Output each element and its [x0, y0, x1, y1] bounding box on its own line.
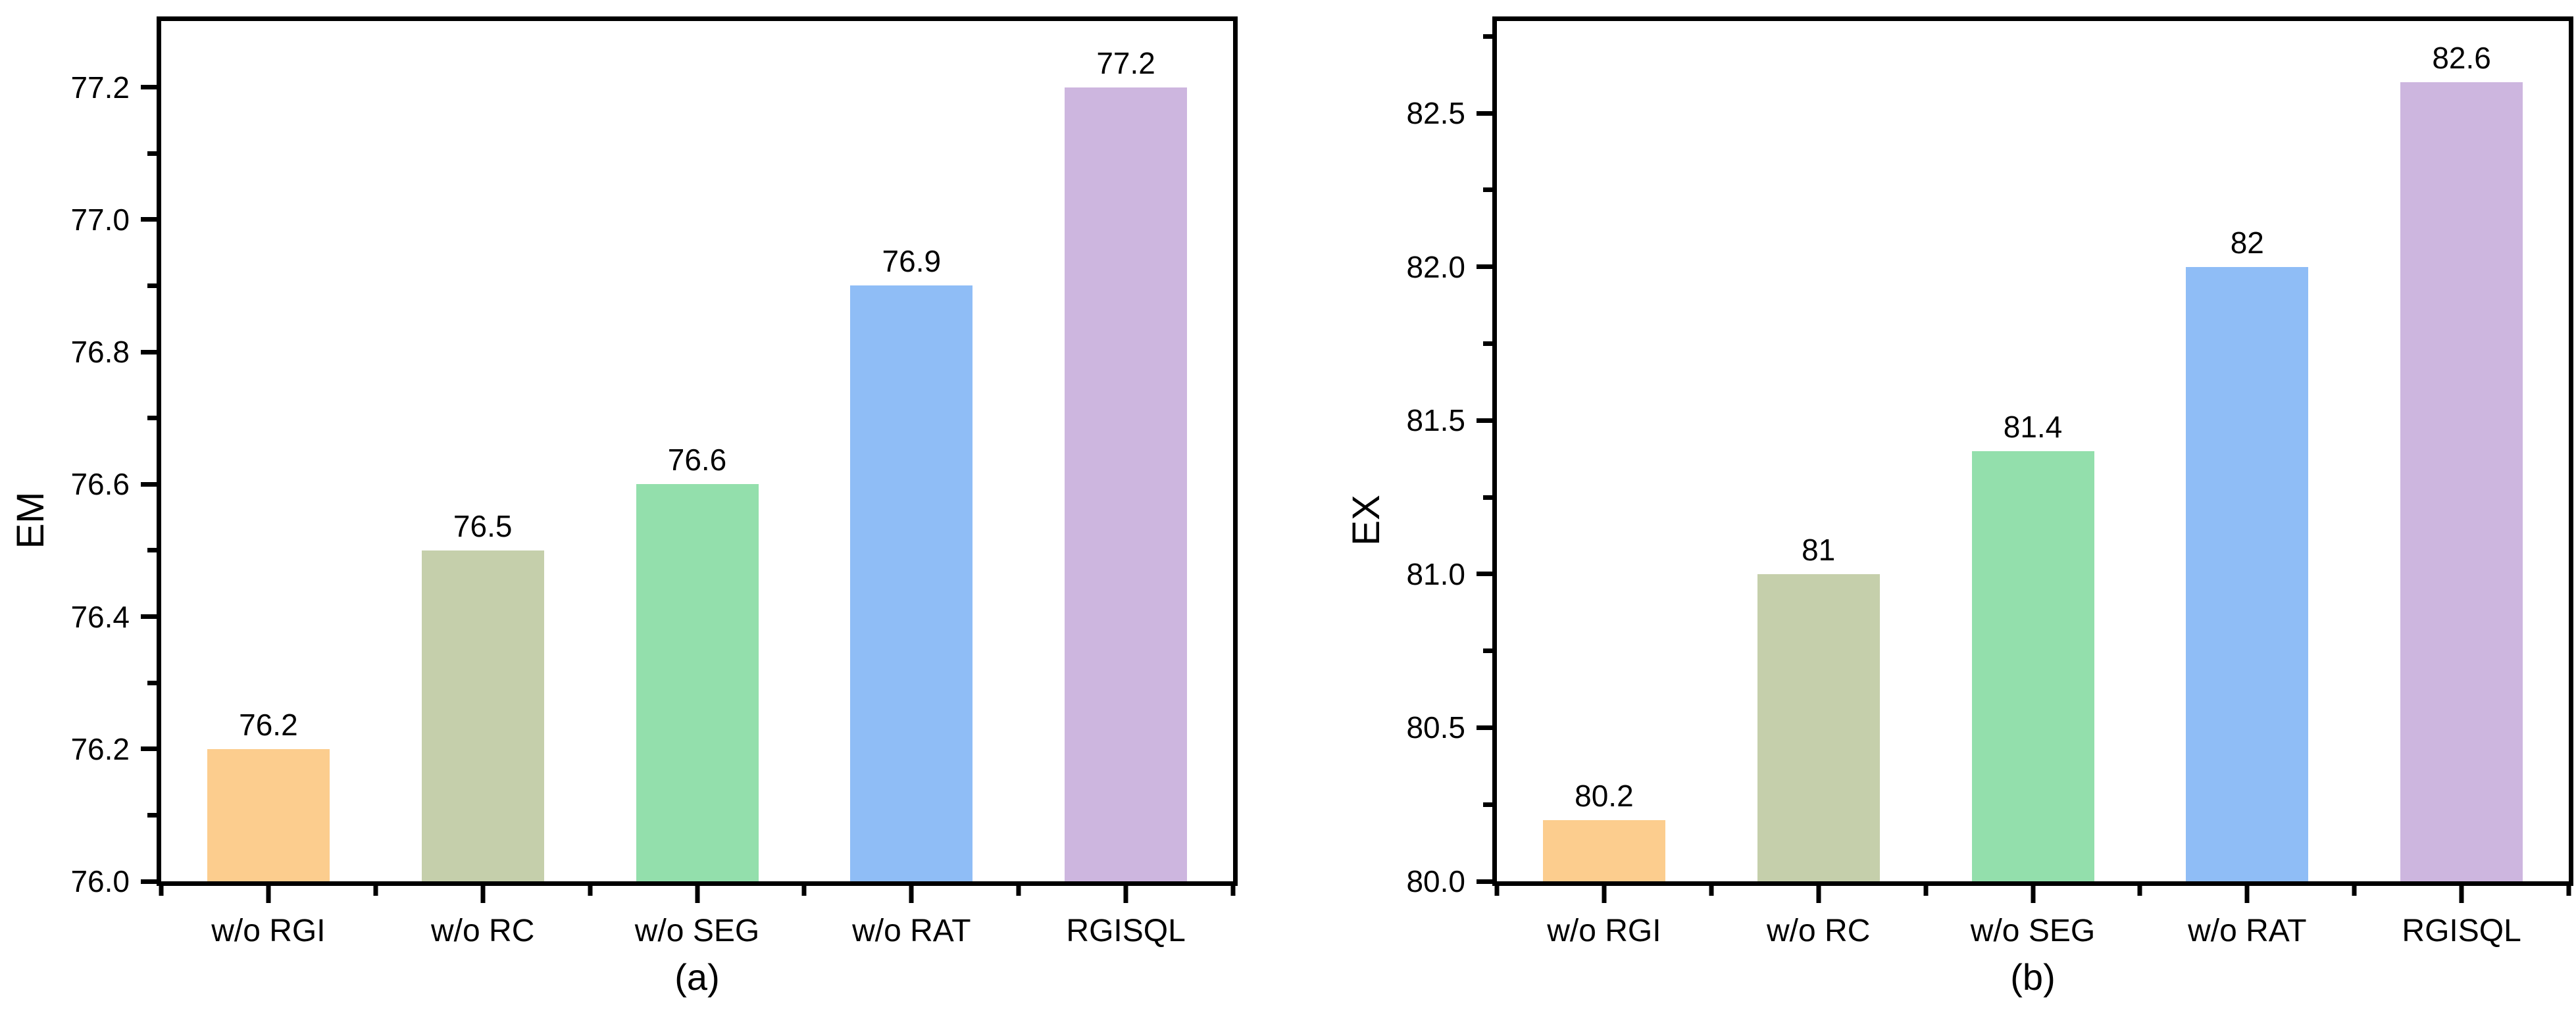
bar-w-o-rat — [2186, 267, 2309, 881]
panel-label-a: (a) — [674, 956, 720, 998]
bar-w-o-rc — [1757, 574, 1880, 881]
y-tick-label: 76.0 — [70, 864, 130, 898]
y-tick-label: 80.5 — [1406, 710, 1465, 745]
y-tick-label: 80.0 — [1406, 864, 1465, 898]
bar-w-o-seg — [1971, 451, 2094, 881]
bar-value-label: 81.4 — [2003, 410, 2063, 444]
y-tick-minor — [147, 812, 157, 818]
x-tick-minor — [2352, 886, 2357, 896]
bar-w-o-seg — [636, 484, 759, 881]
x-tick-major — [2244, 886, 2250, 903]
y-axis-title-ex: EX — [1345, 494, 1388, 546]
y-tick-label: 76.6 — [70, 467, 130, 502]
x-tick-minor — [1230, 886, 1236, 896]
x-tick-minor — [1494, 886, 1500, 896]
bar-value-label: 76.5 — [453, 509, 513, 543]
bar-value-label: 80.2 — [1575, 779, 1634, 813]
x-tick-minor — [1709, 886, 1714, 896]
y-tick-major — [1477, 110, 1492, 116]
x-tick-minor — [373, 886, 378, 896]
bar-value-label: 82.6 — [2432, 41, 2491, 75]
y-tick-major — [141, 349, 157, 354]
y-tick-label: 77.2 — [70, 70, 130, 105]
x-category-label: w/o RAT — [852, 914, 971, 948]
x-tick-minor — [2137, 886, 2142, 896]
bar-value-label: 76.2 — [239, 708, 298, 742]
bar-chart-em: EM (a) 76.2 w/o RGI 76.5 w/o RC 76.6 w/o SEG 7… — [9, 16, 1238, 996]
x-category-label: w/o RAT — [2188, 914, 2307, 948]
x-category-label: RGISQL — [1066, 914, 1186, 948]
y-tick-major — [1477, 264, 1492, 270]
x-category-label: w/o RGI — [211, 914, 326, 948]
x-tick-major — [2459, 886, 2464, 903]
y-tick-major — [1477, 572, 1492, 577]
y-tick-minor — [1483, 187, 1492, 193]
y-tick-minor — [147, 283, 157, 288]
panel-label-b: (b) — [2010, 956, 2056, 998]
x-tick-minor — [1016, 886, 1021, 896]
bar-chart-ex: EX (b) 80.2 w/o RGI 81 w/o RC 81.4 w/o SEG 82 w… — [1345, 16, 2573, 996]
bar-w-o-rat — [850, 285, 973, 881]
y-tick-label: 81.5 — [1406, 403, 1465, 438]
y-tick-minor — [147, 548, 157, 553]
y-tick-major — [1477, 879, 1492, 884]
x-category-label: w/o RGI — [1547, 914, 1661, 948]
x-tick-major — [1602, 886, 1607, 903]
y-tick-label: 77.0 — [70, 202, 130, 237]
bar-value-label: 82 — [2230, 226, 2264, 260]
x-tick-major — [480, 886, 486, 903]
y-tick-label: 76.2 — [70, 731, 130, 766]
y-tick-label: 82.0 — [1406, 249, 1465, 284]
x-category-label: w/o RC — [1767, 914, 1871, 948]
y-tick-label: 81.0 — [1406, 556, 1465, 591]
y-tick-major — [141, 879, 157, 884]
bar-value-label: 76.9 — [882, 244, 942, 278]
bar-w-o-rc — [421, 550, 544, 881]
x-category-label: RGISQL — [2402, 914, 2521, 948]
x-tick-minor — [2566, 886, 2571, 896]
bar-value-label: 81 — [1802, 533, 1836, 567]
bar-w-o-rgi — [1542, 820, 1665, 881]
x-tick-minor — [801, 886, 807, 896]
y-tick-minor — [1483, 34, 1492, 39]
x-tick-major — [909, 886, 914, 903]
bar-w-o-rgi — [207, 749, 330, 881]
y-tick-minor — [1483, 648, 1492, 654]
y-axis-title-em: EM — [9, 491, 52, 549]
x-tick-minor — [588, 886, 593, 896]
y-tick-label: 82.5 — [1406, 96, 1465, 131]
y-tick-minor — [1483, 341, 1492, 346]
x-tick-minor — [1923, 886, 1929, 896]
y-tick-label: 76.8 — [70, 335, 130, 370]
x-tick-major — [1816, 886, 1821, 903]
x-tick-major — [2031, 886, 2035, 903]
y-tick-minor — [1483, 495, 1492, 500]
y-tick-minor — [147, 151, 157, 156]
x-category-label: w/o SEG — [1970, 914, 2096, 948]
y-tick-minor — [147, 680, 157, 685]
y-tick-major — [141, 85, 157, 90]
y-tick-major — [1477, 725, 1492, 730]
y-tick-major — [141, 614, 157, 620]
y-tick-label: 76.4 — [70, 599, 130, 634]
x-tick-major — [1123, 886, 1128, 903]
x-tick-major — [695, 886, 699, 903]
bar-rgisql — [2400, 82, 2523, 881]
x-tick-minor — [159, 886, 164, 896]
bar-value-label: 76.6 — [667, 443, 727, 477]
x-category-label: w/o RC — [431, 914, 535, 948]
x-category-label: w/o SEG — [634, 914, 760, 948]
y-tick-major — [141, 217, 157, 222]
y-tick-major — [141, 746, 157, 752]
y-tick-minor — [147, 416, 157, 421]
bar-rgisql — [1065, 87, 1188, 881]
y-tick-major — [1477, 418, 1492, 423]
y-tick-minor — [1483, 802, 1492, 807]
bar-value-label: 77.2 — [1096, 46, 1155, 80]
y-tick-major — [141, 481, 157, 487]
x-tick-major — [266, 886, 271, 903]
